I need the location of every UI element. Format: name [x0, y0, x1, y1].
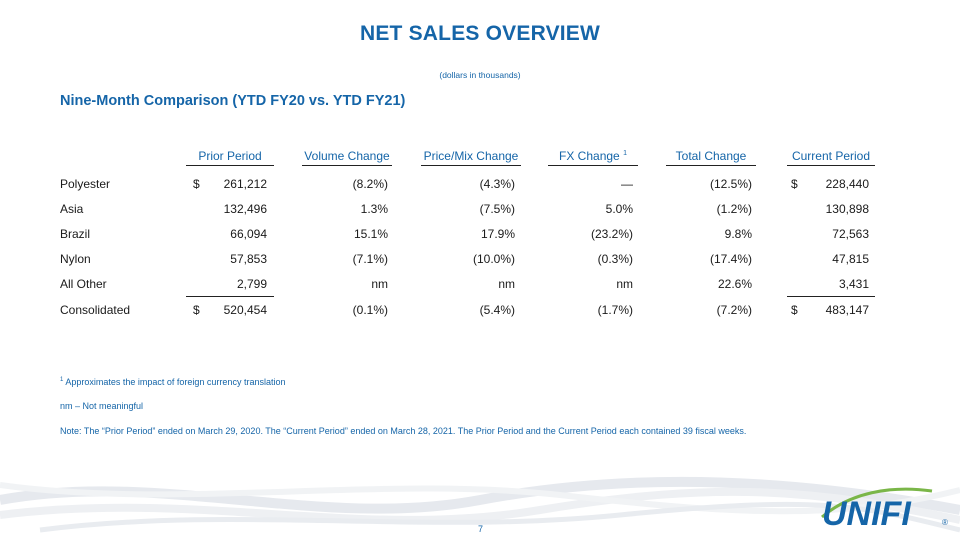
price-mix-change-value: (4.3%) — [479, 177, 515, 191]
fx-change-value: (1.7%) — [597, 303, 633, 317]
fx-change-value: (0.3%) — [597, 252, 633, 266]
header-price-mix-change: Price/Mix Change — [421, 149, 521, 166]
fx-change-value: 5.0% — [605, 202, 633, 216]
table-row: Nylon 57,853 (7.1%) (10.0%) (0.3%) (17.4… — [0, 252, 960, 272]
table-row: All Other 2,799 nm nm nm 22.6% 3,431 — [0, 277, 960, 297]
current-period-value: 228,440 — [825, 177, 869, 191]
subtotal-rule-prior — [186, 296, 274, 297]
header-current-period: Current Period — [787, 149, 875, 166]
logo-arc — [821, 487, 933, 519]
header-fx-change: FX Change 1 — [548, 149, 638, 166]
prior-period-value: 520,454 — [223, 303, 267, 317]
current-period-value: 483,147 — [825, 303, 869, 317]
total-change-value: (17.4%) — [709, 252, 752, 266]
dollar-sign: $ — [193, 177, 200, 191]
row-label: Asia — [60, 202, 84, 216]
volume-change-value: (0.1%) — [352, 303, 388, 317]
decorative-swoosh — [0, 476, 960, 533]
footnote-fx-text: Approximates the impact of foreign curre… — [65, 377, 286, 387]
prior-period-value: 132,496 — [223, 202, 267, 216]
slide-title: NET SALES OVERVIEW — [359, 22, 601, 45]
footnote-fx: 1 Approximates the impact of foreign cur… — [60, 377, 285, 387]
total-change-value: (12.5%) — [709, 177, 752, 191]
table-row: Brazil 66,094 15.1% 17.9% (23.2%) 9.8% 7… — [0, 227, 960, 247]
header-volume-change: Volume Change — [302, 149, 392, 166]
total-change-value: (1.2%) — [716, 202, 752, 216]
page-number: 7 — [478, 524, 484, 534]
table-row: Asia 132,496 1.3% (7.5%) 5.0% (1.2%) 130… — [0, 202, 960, 222]
price-mix-change-value: (7.5%) — [479, 202, 515, 216]
price-mix-change-value: nm — [498, 277, 515, 291]
row-label: Polyester — [60, 177, 111, 191]
prior-period-value: 261,212 — [223, 177, 267, 191]
volume-change-value: (8.2%) — [352, 177, 388, 191]
row-label: Consolidated — [60, 303, 131, 317]
current-period-value: 130,898 — [825, 202, 869, 216]
footnote-marker: 1 — [60, 377, 64, 383]
footnote-nm: nm – Not meaningful — [60, 401, 144, 411]
row-label: Nylon — [60, 252, 91, 266]
volume-change-value: (7.1%) — [352, 252, 388, 266]
total-change-value: (7.2%) — [716, 303, 752, 317]
registered-mark: ® — [942, 518, 948, 527]
section-title: Nine-Month Comparison (YTD FY20 vs. YTD … — [60, 93, 406, 109]
fx-change-value: nm — [616, 277, 633, 291]
price-mix-change-value: (5.4%) — [479, 303, 515, 317]
slide-subtitle: (dollars in thousands) — [439, 70, 521, 80]
price-mix-change-value: 17.9% — [480, 227, 515, 241]
footnote-period-note: Note: The “Prior Period” ended on March … — [60, 426, 747, 436]
price-mix-change-value: (10.0%) — [472, 252, 515, 266]
header-prior-period: Prior Period — [186, 149, 274, 166]
prior-period-value: 66,094 — [230, 227, 267, 241]
table-row: Polyester $ 261,212 (8.2%) (4.3%) — (12.… — [0, 177, 960, 197]
total-change-value: 9.8% — [724, 227, 752, 241]
current-period-value: 3,431 — [838, 277, 869, 291]
fx-change-value: (23.2%) — [590, 227, 633, 241]
dollar-sign: $ — [791, 303, 798, 317]
current-period-value: 47,815 — [832, 252, 869, 266]
current-period-value: 72,563 — [832, 227, 869, 241]
prior-period-value: 2,799 — [236, 277, 267, 291]
prior-period-value: 57,853 — [230, 252, 267, 266]
dollar-sign: $ — [791, 177, 798, 191]
total-change-value: 22.6% — [717, 277, 752, 291]
volume-change-value: 1.3% — [360, 202, 388, 216]
logo-wordmark: UNIFI — [822, 495, 912, 529]
subtotal-rule-current — [787, 296, 875, 297]
row-label: Brazil — [60, 227, 91, 241]
fx-change-value: — — [621, 177, 633, 191]
volume-change-value: nm — [371, 277, 388, 291]
dollar-sign: $ — [193, 303, 200, 317]
volume-change-value: 15.1% — [353, 227, 388, 241]
header-total-change: Total Change — [666, 149, 756, 166]
row-label: All Other — [60, 277, 107, 291]
table-row-total: Consolidated $ 520,454 (0.1%) (5.4%) (1.… — [0, 303, 960, 323]
unifi-logo: UNIFI ® — [821, 487, 948, 529]
